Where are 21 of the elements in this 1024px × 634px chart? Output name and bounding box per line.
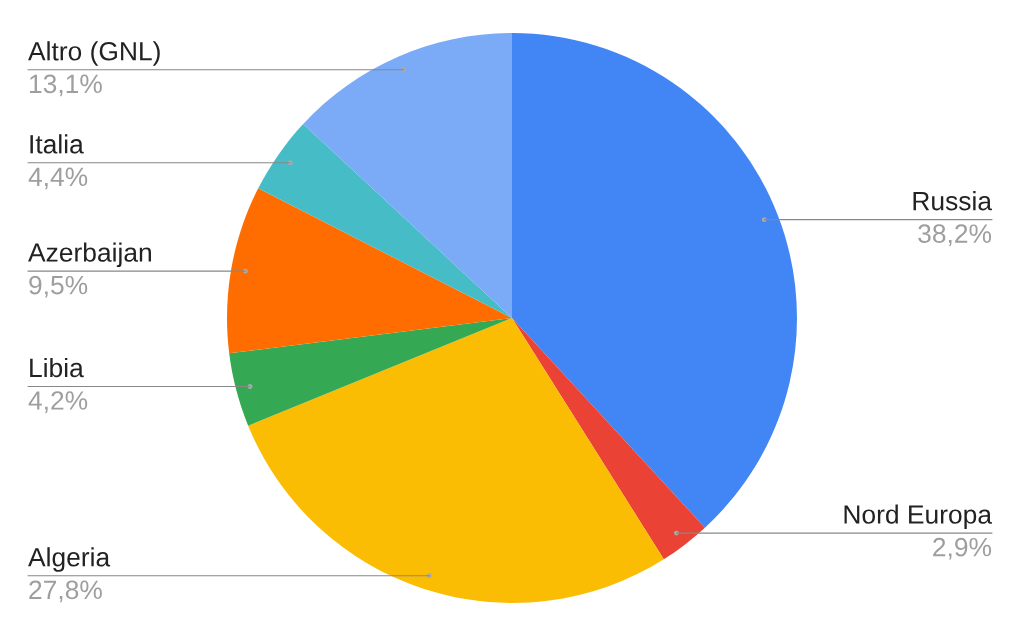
slice-label: Italia (30, 134, 84, 154)
data-label: 9,5% (29, 275, 88, 298)
pie-slice (258, 124, 512, 318)
slice-label: Altro (GNL) (28, 41, 160, 66)
slice-label: Nord Europa (844, 504, 993, 530)
data-label: 38,2% (918, 224, 992, 247)
slice-label: Russia (913, 191, 992, 211)
data-label: 2,9% (933, 537, 992, 560)
pie-slice (229, 318, 512, 426)
data-label: 27,8% (29, 580, 102, 603)
data-label: 13,1% (30, 74, 102, 97)
pie-slice (227, 188, 512, 354)
slice-label: Azerbaijan (28, 242, 151, 268)
pie-slice (512, 33, 797, 528)
data-label: 4,2% (28, 391, 88, 413)
pie-slice (512, 318, 705, 560)
slice-label: Libia (30, 357, 84, 378)
pie-slice (303, 33, 512, 318)
data-label: 4,4% (28, 167, 88, 190)
pie-slice (248, 318, 664, 603)
slice-label: Algeria (28, 547, 111, 572)
